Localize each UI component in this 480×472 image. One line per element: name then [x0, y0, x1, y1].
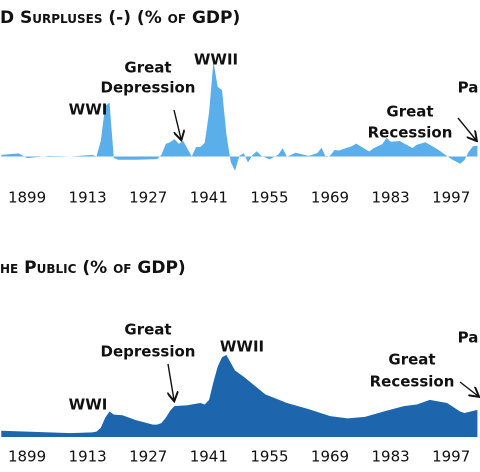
annotation: Pa — [458, 79, 479, 97]
x-tick-label: 1899 — [8, 189, 46, 207]
annotation: Depression — [101, 79, 196, 97]
annotation: Depression — [101, 343, 196, 361]
x-tick-label: 1913 — [69, 189, 107, 207]
x-tick-label: 1955 — [250, 448, 288, 466]
arrow — [457, 117, 476, 140]
annotation: Great — [388, 351, 435, 369]
annotation: WWII — [220, 338, 264, 356]
x-tick-label: 1927 — [129, 448, 167, 466]
x-tick-label: 1997 — [432, 189, 470, 207]
annotation: Great — [124, 321, 171, 339]
arrow — [168, 363, 174, 400]
annotation: Recession — [370, 373, 455, 391]
annotation: Great — [386, 103, 433, 121]
x-tick-label: 1983 — [372, 448, 410, 466]
x-tick-label: 1997 — [432, 448, 470, 466]
chart-title: D Surpluses (-) (% of GDP) — [0, 8, 240, 28]
area — [1, 355, 478, 437]
arrow — [173, 109, 181, 139]
arrow — [459, 381, 478, 396]
annotation: Great — [124, 59, 171, 77]
x-tick-label: 1899 — [8, 448, 46, 466]
x-tick-label: 1983 — [372, 189, 410, 207]
x-tick-label: 1969 — [311, 448, 349, 466]
x-tick-label: 1941 — [190, 189, 228, 207]
chart-title: he Public (% of GDP) — [0, 258, 186, 278]
annotation: WWII — [194, 51, 238, 69]
annotation: WWI — [69, 396, 108, 414]
x-tick-label: 1969 — [311, 189, 349, 207]
annotation: WWI — [69, 101, 108, 119]
x-tick-label: 1955 — [250, 189, 288, 207]
annotation: Recession — [368, 124, 453, 142]
x-tick-label: 1927 — [129, 189, 167, 207]
x-tick-label: 1941 — [190, 448, 228, 466]
x-tick-label: 1913 — [69, 448, 107, 466]
annotation: Pa — [458, 329, 479, 347]
